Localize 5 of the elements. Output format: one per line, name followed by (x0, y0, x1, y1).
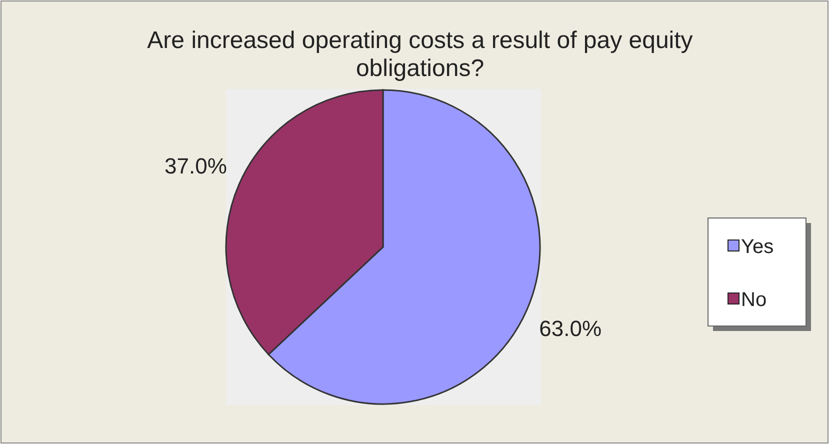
data-label: 63.0% (539, 316, 602, 341)
legend-label: Yes (741, 236, 774, 258)
data-label: 37.0% (164, 154, 227, 179)
legend-label: No (741, 289, 767, 311)
chart-title: Are increased operating costs a result of pay equity obligations? (147, 27, 693, 82)
